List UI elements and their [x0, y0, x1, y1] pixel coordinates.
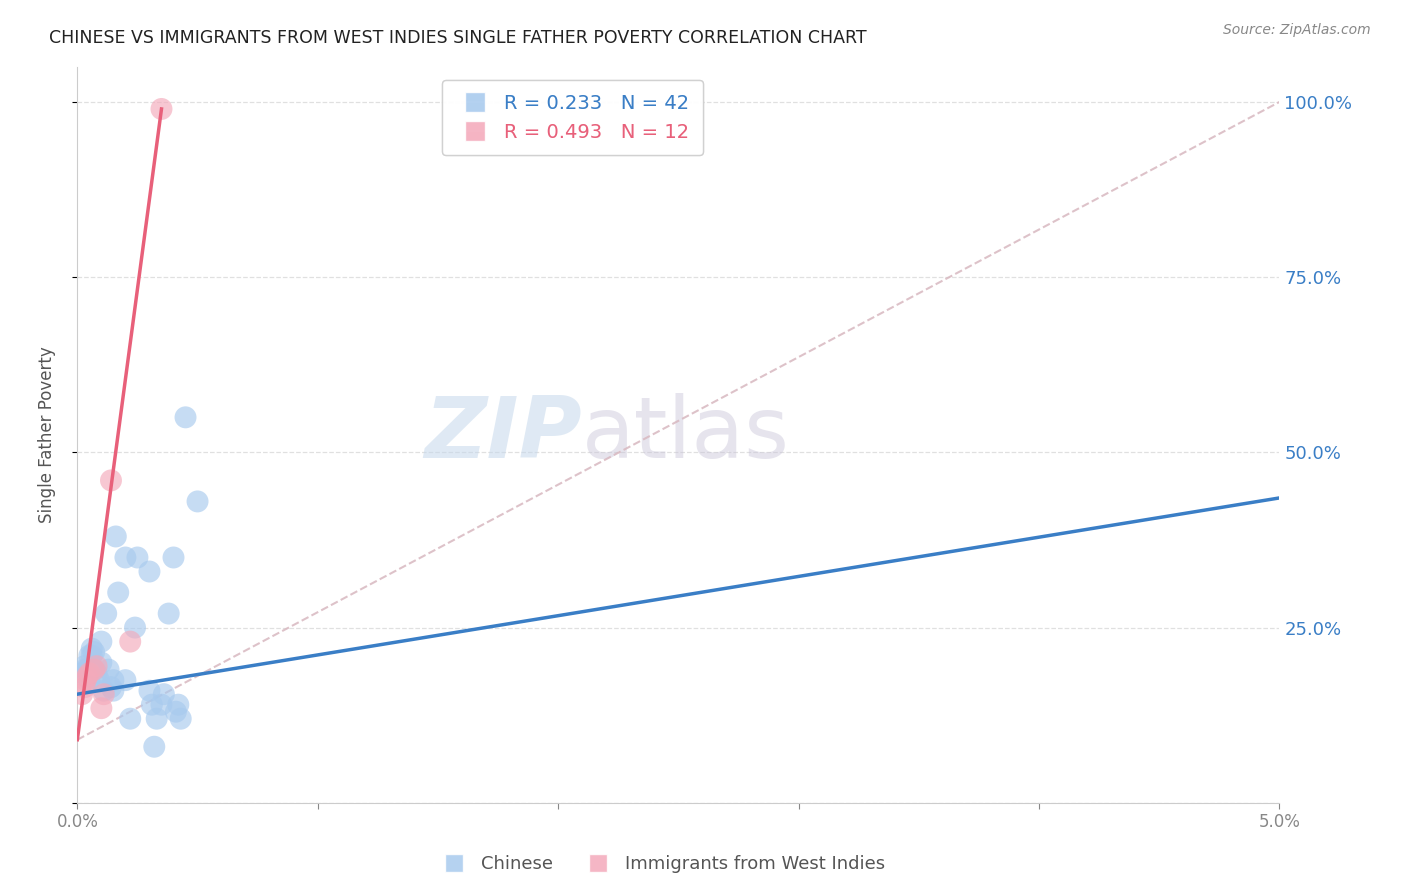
Point [187, 494, 209, 508]
Point [76, 670, 98, 684]
Point [75, 673, 97, 688]
Text: atlas: atlas [582, 393, 790, 476]
Point [107, 585, 129, 599]
Point [97, 663, 120, 677]
Point [79, 666, 101, 681]
Point [157, 607, 180, 621]
Point [86, 666, 108, 681]
Point [76, 666, 98, 681]
Point [127, 550, 149, 565]
Point [174, 410, 197, 425]
Point [100, 680, 122, 694]
Point [100, 474, 122, 488]
Text: CHINESE VS IMMIGRANTS FROM WEST INDIES SINGLE FATHER POVERTY CORRELATION CHART: CHINESE VS IMMIGRANTS FROM WEST INDIES S… [49, 29, 868, 47]
Point [104, 529, 127, 543]
Text: ZIP: ZIP [425, 393, 582, 476]
Point [87, 673, 110, 688]
Point [70, 666, 93, 681]
Point [79, 648, 101, 663]
Point [96, 607, 118, 621]
Point [167, 698, 190, 712]
Point [138, 683, 160, 698]
Point [114, 673, 136, 688]
Point [90, 656, 112, 670]
Point [103, 683, 125, 698]
Point [170, 712, 193, 726]
Point [83, 663, 105, 677]
Point [145, 712, 167, 726]
Point [153, 687, 176, 701]
Point [150, 102, 173, 116]
Point [150, 698, 173, 712]
Point [70, 687, 93, 701]
Point [93, 683, 115, 698]
Point [83, 663, 105, 677]
Point [90, 634, 112, 648]
Point [103, 673, 125, 688]
Point [114, 550, 136, 565]
Point [165, 705, 187, 719]
Point [141, 698, 163, 712]
Point [73, 659, 96, 673]
Point [162, 550, 184, 565]
Legend: R = 0.233   N = 42, R = 0.493   N = 12: R = 0.233 N = 42, R = 0.493 N = 12 [441, 80, 703, 155]
Point [90, 701, 112, 715]
Point [73, 663, 96, 677]
Point [80, 641, 103, 656]
Point [86, 659, 108, 673]
Point [76, 663, 98, 677]
Point [73, 680, 96, 694]
Point [93, 687, 115, 701]
Point [80, 648, 103, 663]
Point [79, 673, 101, 688]
Legend: Chinese, Immigrants from West Indies: Chinese, Immigrants from West Indies [429, 848, 893, 880]
Point [138, 565, 160, 579]
Text: Source: ZipAtlas.com: Source: ZipAtlas.com [1223, 23, 1371, 37]
Point [120, 634, 142, 648]
Point [124, 621, 146, 635]
Y-axis label: Single Father Poverty: Single Father Poverty [38, 346, 56, 524]
Point [83, 645, 105, 659]
Point [120, 712, 142, 726]
Point [143, 739, 166, 754]
